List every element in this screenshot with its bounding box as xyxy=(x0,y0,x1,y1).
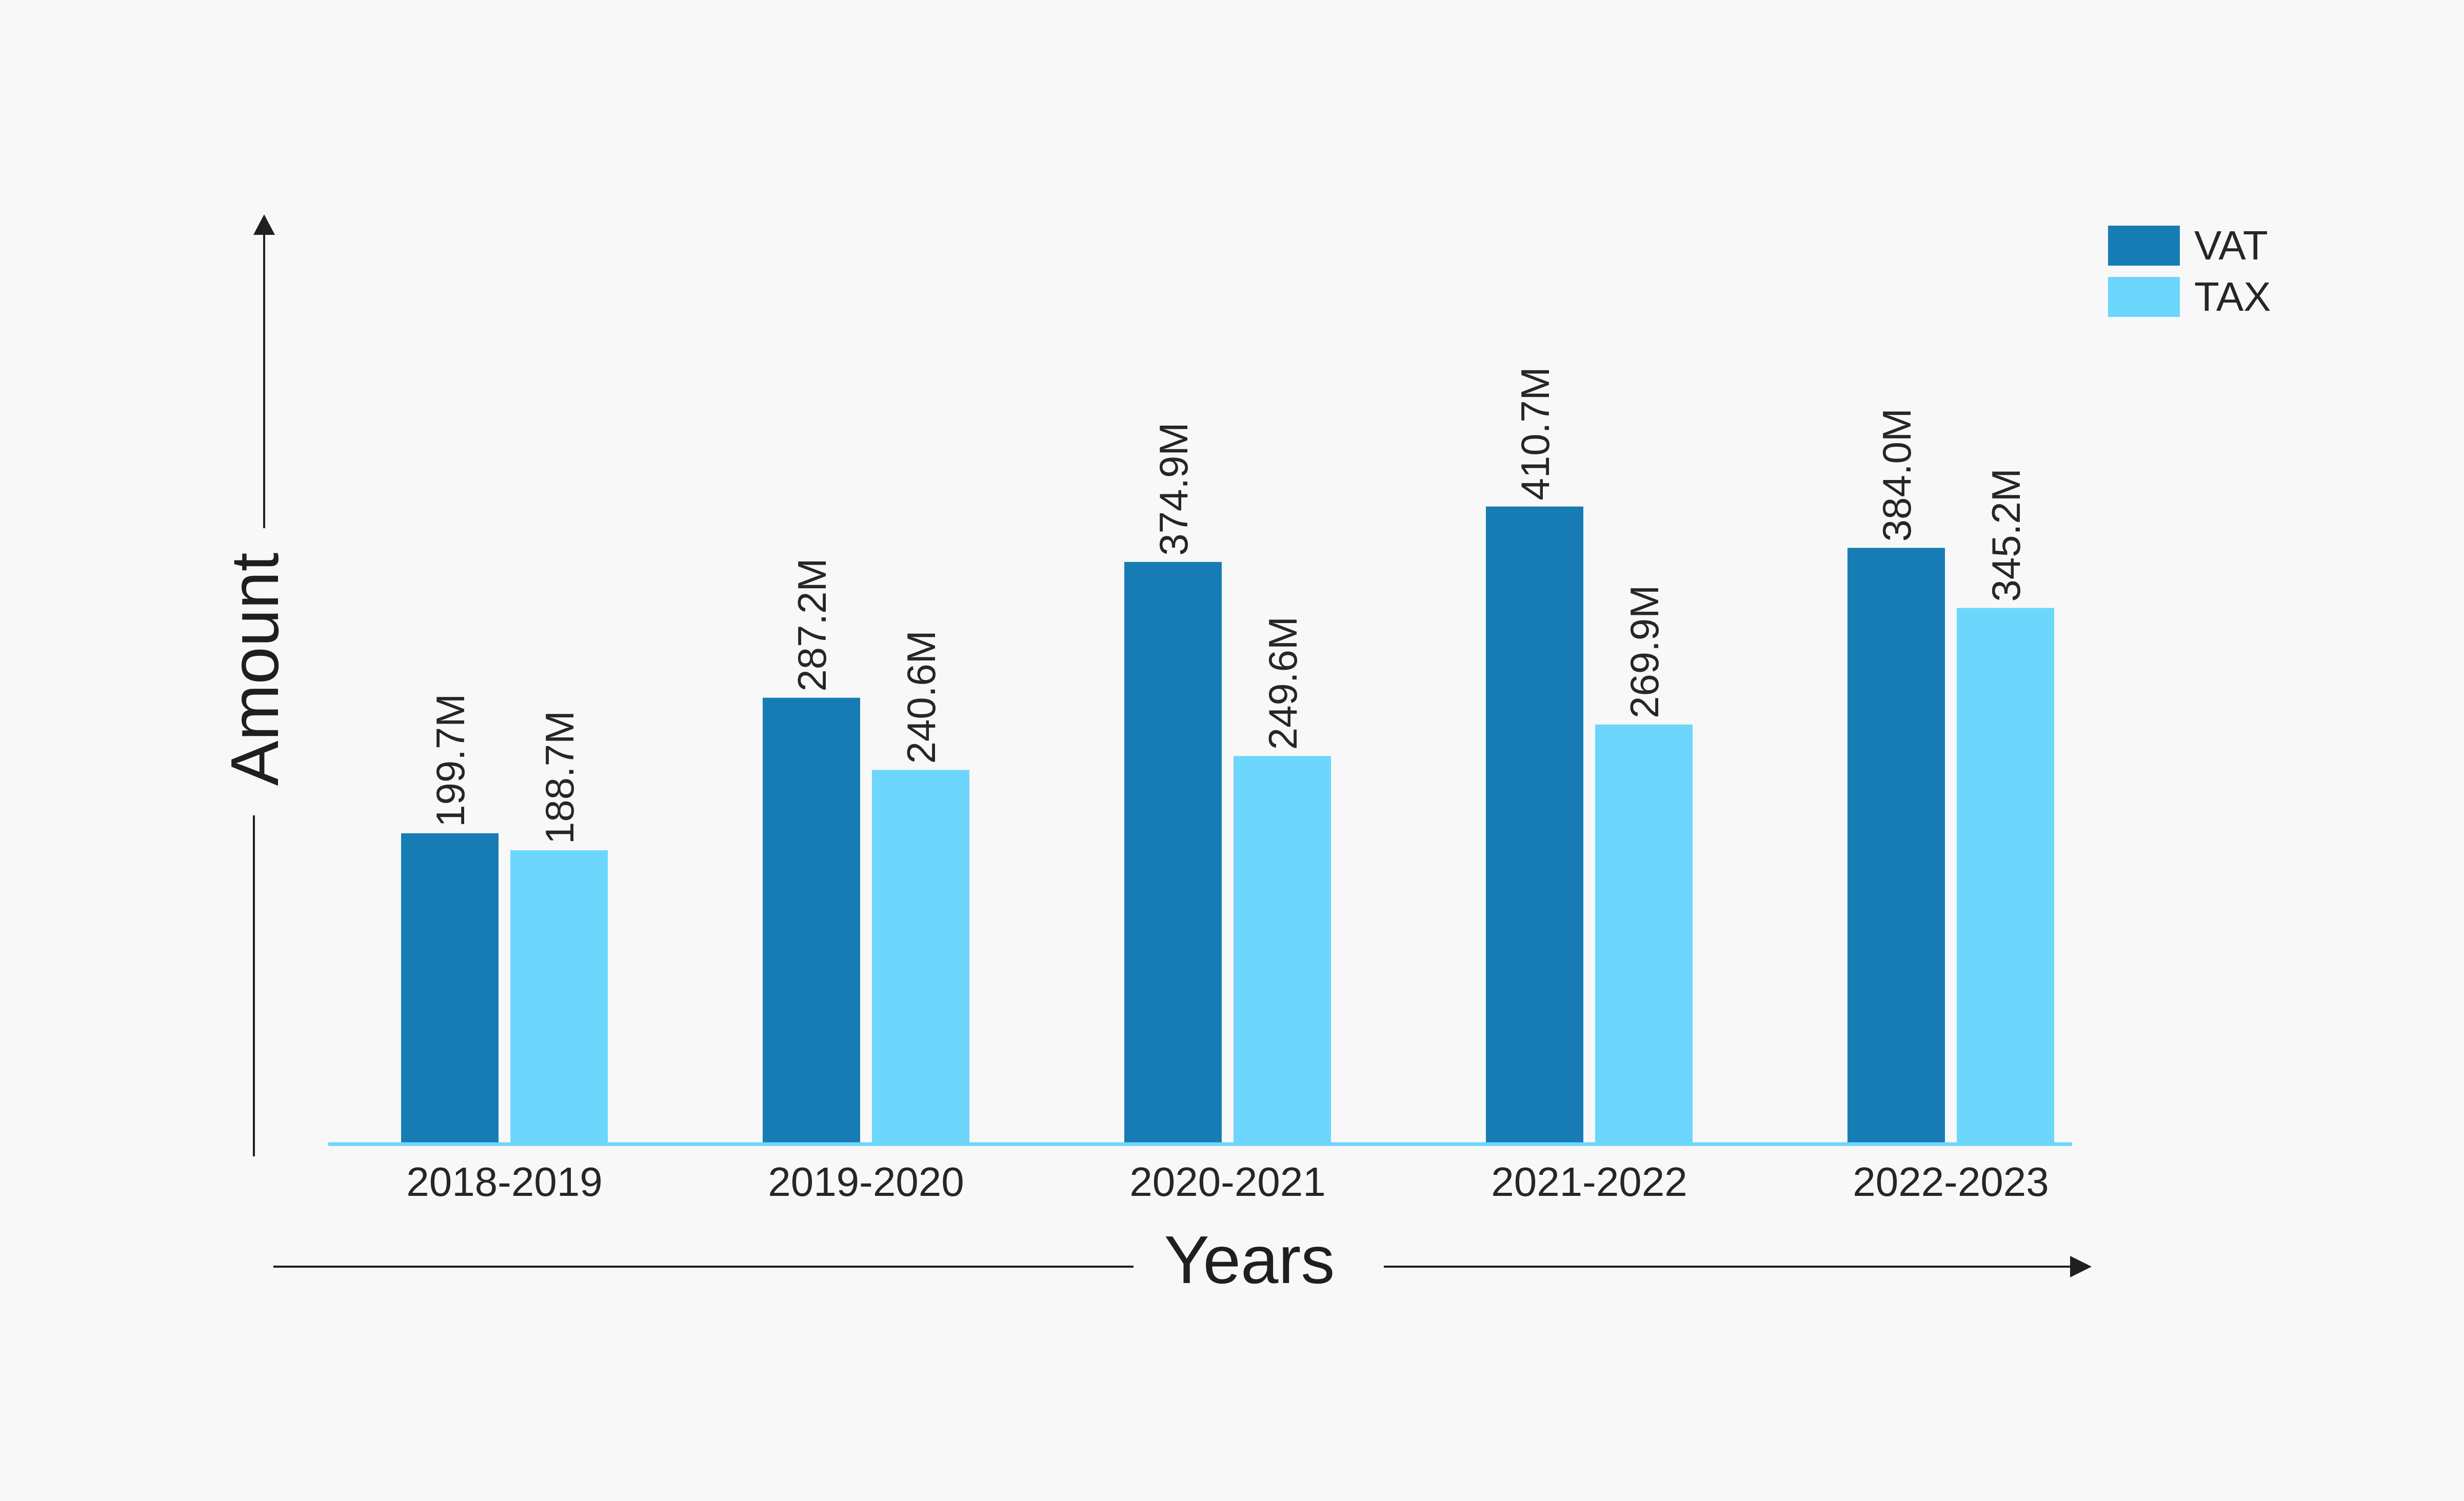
value-label-vat-2018-2019: 199.7M xyxy=(428,694,473,827)
value-label-tax-2020-2021: 249.6M xyxy=(1260,616,1305,750)
x-tick-label-2018-2019: 2018-2019 xyxy=(406,1159,603,1205)
legend-swatch-tax xyxy=(2108,277,2180,317)
x-tick-label-2019-2020: 2019-2020 xyxy=(768,1159,964,1205)
value-label-vat-2022-2023: 384.0M xyxy=(1874,408,1919,542)
value-label-tax-2021-2022: 269.9M xyxy=(1622,585,1667,718)
bar-tax-2018-2019 xyxy=(510,850,608,1143)
legend-swatch-vat xyxy=(2108,226,2180,266)
value-label-vat-2021-2022: 410.7M xyxy=(1513,367,1558,501)
x-tick-labels: 2018-2019 2019-2020 2020-2021 2021-2022 2022… xyxy=(406,1159,2049,1205)
bar-vat-2022-2023 xyxy=(1847,548,1945,1143)
bar-vat-2021-2022 xyxy=(1486,506,1583,1143)
bar-tax-2022-2023 xyxy=(1957,608,2054,1143)
value-label-vat-2020-2021: 374.9M xyxy=(1151,423,1196,556)
value-label-tax-2019-2020: 240.6M xyxy=(899,630,944,764)
x-axis-title: Years xyxy=(1164,1222,1335,1297)
bar-vat-2019-2020 xyxy=(763,697,860,1143)
y-axis-arrowhead xyxy=(253,214,275,235)
value-labels-layer: 199.7M 188.7M 287.2M 240.6M 374.9M 249.6M 410.… xyxy=(428,367,2029,845)
value-label-tax-2018-2019: 188.7M xyxy=(537,711,582,844)
bar-tax-2019-2020 xyxy=(872,770,969,1143)
value-label-vat-2019-2020: 287.2M xyxy=(789,558,834,691)
legend: VAT TAX xyxy=(2108,223,2271,319)
bar-tax-2020-2021 xyxy=(1234,756,1331,1143)
x-tick-label-2022-2023: 2022-2023 xyxy=(1853,1159,2049,1205)
bar-vat-2018-2019 xyxy=(401,833,499,1143)
legend-label-vat: VAT xyxy=(2194,223,2268,268)
legend-label-tax: TAX xyxy=(2194,274,2271,319)
x-tick-label-2020-2021: 2020-2021 xyxy=(1129,1159,1326,1205)
value-label-tax-2022-2023: 345.2M xyxy=(1983,468,2029,602)
bar-tax-2021-2022 xyxy=(1595,724,1693,1143)
bars-layer xyxy=(401,506,2054,1143)
x-tick-label-2021-2022: 2021-2022 xyxy=(1491,1159,1687,1205)
y-axis-title: Amount xyxy=(217,553,292,786)
x-axis-arrowhead xyxy=(2070,1256,2092,1277)
bar-vat-2020-2021 xyxy=(1124,562,1222,1143)
